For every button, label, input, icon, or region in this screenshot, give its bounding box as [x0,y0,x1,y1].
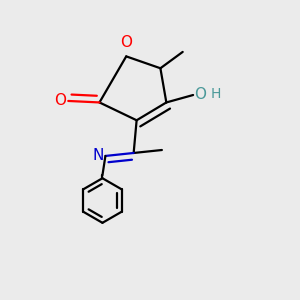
Text: O: O [195,87,207,102]
Text: H: H [211,87,221,101]
Text: O: O [120,35,132,50]
Text: N: N [92,148,104,164]
Text: O: O [54,94,66,109]
